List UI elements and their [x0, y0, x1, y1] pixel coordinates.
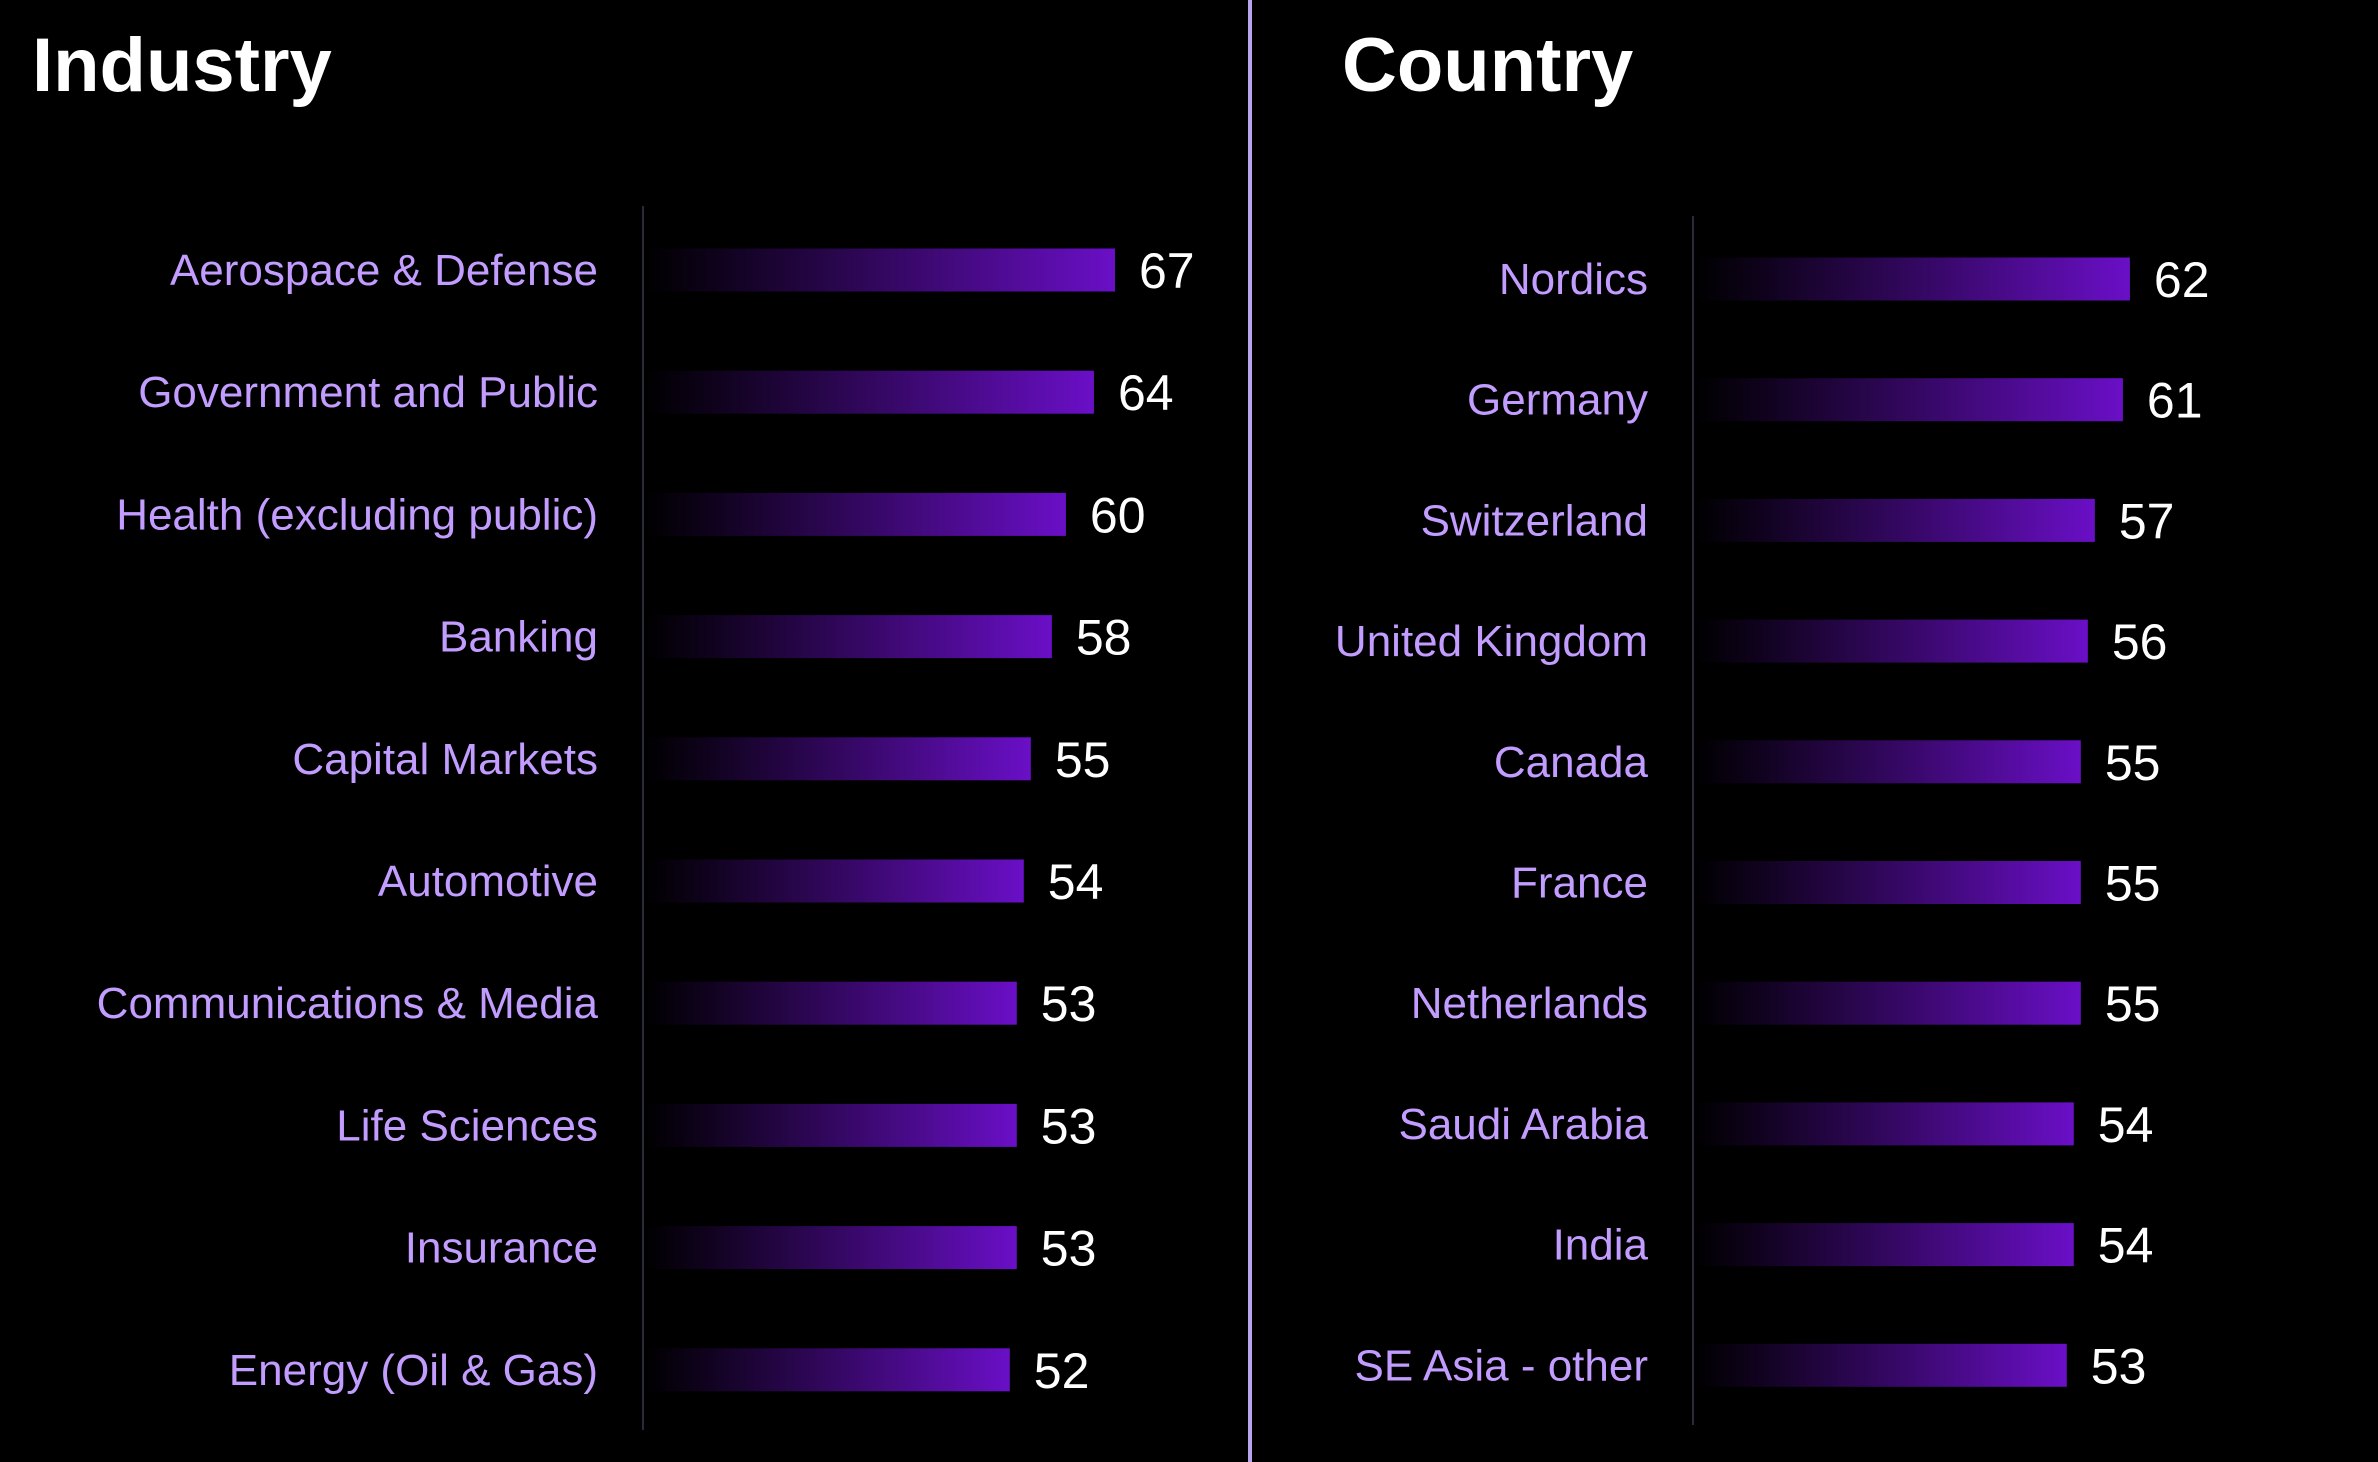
country-value-label: 53: [2091, 1338, 2147, 1394]
country-value-label: 54: [2098, 1097, 2154, 1153]
country-value-label: 61: [2147, 373, 2203, 429]
country-bar: [1695, 981, 2081, 1025]
industry-value-label: 60: [1090, 487, 1146, 543]
country-bar: [1695, 619, 2088, 663]
country-value-label: 55: [2105, 976, 2161, 1032]
industry-chart: Aerospace & Defense 67 Government and Publ…: [97, 206, 1195, 1430]
industry-bar: [645, 859, 1024, 903]
country-value-label: 56: [2112, 614, 2168, 670]
country-bar: [1695, 861, 2081, 904]
country-value-label: 57: [2119, 493, 2175, 549]
industry-bar: [645, 737, 1031, 781]
country-value-label: 55: [2105, 735, 2161, 791]
industry-value-label: 58: [1076, 610, 1132, 666]
industry-value-label: 67: [1139, 243, 1195, 299]
industry-value-label: 53: [1041, 1221, 1097, 1277]
country-bar: [1695, 1343, 2067, 1387]
country-chart: Nordics 62 Germany 61 Switzerland 57 United Ki…: [1335, 216, 2210, 1425]
industry-value-label: 53: [1041, 976, 1097, 1032]
country-bar: [1695, 1223, 2074, 1267]
country-value-label: 55: [2105, 856, 2161, 912]
industry-category-label: Communications & Media: [97, 979, 599, 1028]
country-category-label: Saudi Arabia: [1398, 1100, 1648, 1149]
country-value-label: 54: [2098, 1218, 2154, 1274]
country-category-label: France: [1511, 859, 1648, 908]
panel-divider: [1248, 0, 1252, 1462]
industry-value-label: 64: [1118, 365, 1174, 421]
industry-bar: [645, 1226, 1017, 1270]
industry-bar: [645, 1103, 1017, 1147]
country-value-label: 62: [2154, 252, 2210, 308]
country-bar: [1695, 257, 2130, 301]
country-category-label: SE Asia - other: [1355, 1341, 1648, 1390]
industry-value-label: 54: [1048, 854, 1104, 910]
industry-category-label: Government and Public: [138, 368, 598, 417]
country-category-label: India: [1553, 1221, 1649, 1270]
country-category-label: United Kingdom: [1335, 617, 1648, 666]
industry-category-label: Health (excluding public): [116, 490, 598, 539]
industry-category-label: Capital Markets: [292, 735, 598, 784]
industry-bar: [645, 615, 1052, 659]
country-category-label: Canada: [1494, 738, 1649, 787]
industry-category-label: Automotive: [378, 857, 598, 906]
industry-value-label: 55: [1055, 732, 1111, 788]
industry-category-label: Life Sciences: [336, 1101, 598, 1150]
country-chart-title: Country: [1342, 23, 1634, 108]
country-bar: [1695, 1102, 2074, 1146]
country-category-label: Germany: [1467, 376, 1648, 425]
industry-bar: [645, 981, 1017, 1025]
industry-value-label: 53: [1041, 1098, 1097, 1154]
country-category-label: Netherlands: [1411, 979, 1648, 1028]
country-bar: [1695, 378, 2123, 422]
industry-bar: [645, 492, 1066, 536]
industry-category-label: Energy (Oil & Gas): [229, 1346, 598, 1395]
industry-category-label: Insurance: [405, 1224, 598, 1273]
country-bar: [1695, 498, 2095, 542]
industry-bar: [645, 1348, 1010, 1392]
industry-category-label: Aerospace & Defense: [170, 246, 598, 295]
industry-chart-title: Industry: [32, 23, 332, 108]
country-category-label: Switzerland: [1421, 496, 1648, 545]
industry-value-label: 52: [1034, 1343, 1090, 1399]
industry-category-label: Banking: [439, 613, 598, 662]
industry-bar: [645, 248, 1115, 292]
country-category-label: Nordics: [1499, 255, 1648, 304]
industry-bar: [645, 370, 1094, 414]
country-bar: [1695, 740, 2081, 784]
